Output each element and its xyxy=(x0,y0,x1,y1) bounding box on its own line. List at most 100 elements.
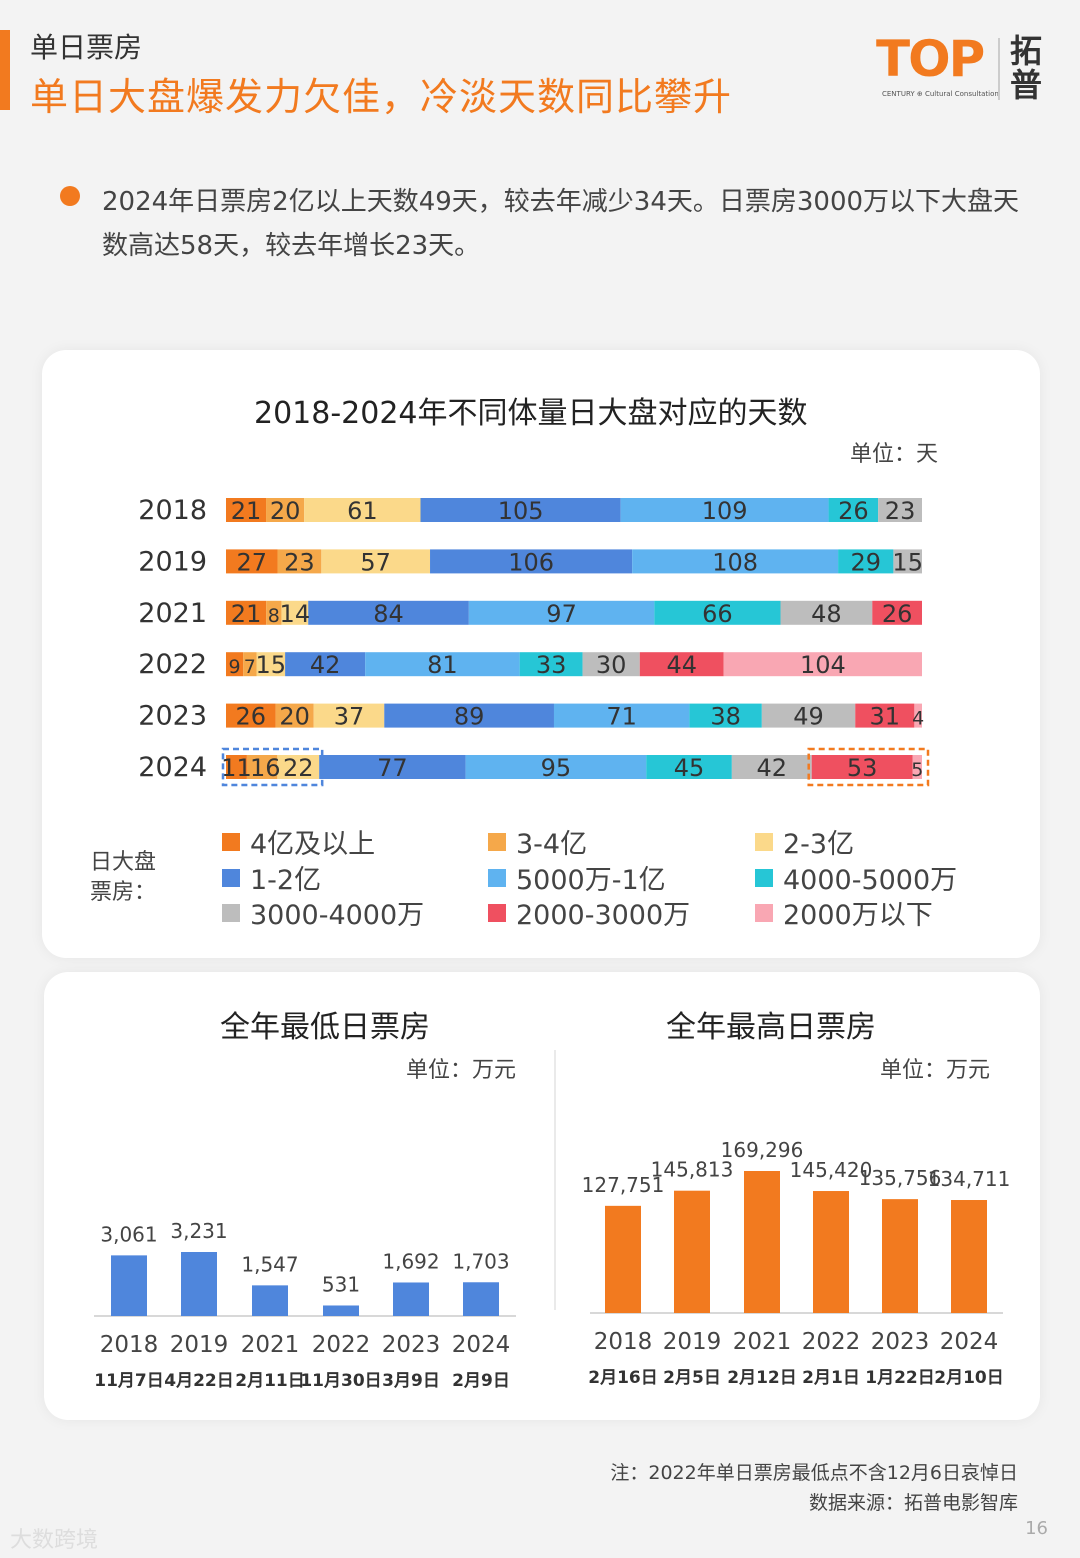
segment-label: 44 xyxy=(666,651,697,679)
legend-swatch xyxy=(222,832,240,851)
date-label: 2月12日 xyxy=(727,1368,797,1388)
segment-label: 20 xyxy=(270,497,301,525)
stack-segment xyxy=(838,549,894,574)
segment-label: 71 xyxy=(606,703,637,731)
legend-item: 5000万-1亿 xyxy=(488,858,666,897)
stack-segment xyxy=(519,652,583,677)
stack-segment xyxy=(780,600,873,625)
stack-segment xyxy=(226,703,276,728)
bar-value-label: 134,711 xyxy=(928,1167,1011,1191)
segment-label: 77 xyxy=(377,754,408,782)
segment-label: 61 xyxy=(347,497,378,525)
segment-label: 105 xyxy=(498,497,544,525)
stack-segment xyxy=(723,652,922,677)
segment-label: 42 xyxy=(756,754,787,782)
bar-value-label: 531 xyxy=(322,1272,360,1296)
legend-label: 1-2亿 xyxy=(250,865,322,896)
segment-label: 26 xyxy=(882,600,913,628)
x-tick-label: 2021 xyxy=(733,1329,792,1355)
stack-segment xyxy=(226,600,267,625)
segment-label: 104 xyxy=(800,651,846,679)
year-label: 2023 xyxy=(138,701,207,732)
date-label: 1月22日 xyxy=(865,1368,935,1388)
x-tick-label: 2022 xyxy=(312,1332,371,1358)
bar xyxy=(674,1190,710,1313)
bar xyxy=(605,1205,641,1313)
legend-item: 4000-5000万 xyxy=(755,858,957,897)
stack-segment xyxy=(365,652,520,677)
legend-swatch xyxy=(755,903,773,922)
date-label: 2月10日 xyxy=(934,1368,1004,1388)
watermark: 大数跨境 xyxy=(10,1528,99,1553)
date-label: 11月30日 xyxy=(300,1371,381,1391)
segment-label: 15 xyxy=(892,548,923,576)
legend-label: 4000-5000万 xyxy=(783,865,958,896)
segment-label: 26 xyxy=(236,703,267,731)
bar-charts-card xyxy=(44,972,1040,1420)
bar-value-label: 127,751 xyxy=(582,1173,665,1197)
segment-label: 33 xyxy=(536,651,567,679)
stack-segment xyxy=(654,600,781,625)
x-tick-label: 2018 xyxy=(100,1332,159,1358)
segment-label: 106 xyxy=(508,548,554,576)
bar xyxy=(252,1285,288,1316)
stack-segment xyxy=(281,600,309,625)
segment-label: 11 xyxy=(221,754,252,782)
stack-segment xyxy=(243,652,257,677)
high-chart-unit: 单位：万元 xyxy=(880,1058,991,1083)
stack-segment xyxy=(304,498,421,522)
legend-item: 2000-3000万 xyxy=(488,893,690,932)
legend-label: 3000-4000万 xyxy=(250,900,425,931)
segment-label: 53 xyxy=(847,754,878,782)
legend-label: 5000万-1亿 xyxy=(516,865,666,896)
page-number: 16 xyxy=(1025,1518,1048,1539)
footnote: 注：2022年单日票房最低点不含12月6日哀悼日 数据来源：拓普电影智库 xyxy=(610,1458,1018,1518)
bar-value-label: 145,813 xyxy=(651,1158,734,1182)
x-tick-label: 2023 xyxy=(382,1332,441,1358)
bar-value-label: 1,547 xyxy=(241,1252,298,1276)
year-label: 2018 xyxy=(138,495,207,526)
legend-item: 3000-4000万 xyxy=(222,893,424,932)
date-label: 11月7日 xyxy=(94,1371,164,1391)
x-tick-label: 2019 xyxy=(663,1329,722,1355)
stack-segment xyxy=(313,703,385,728)
stack-segment xyxy=(761,703,856,728)
legend-item: 2000万以下 xyxy=(755,893,933,932)
low-chart-unit: 单位：万元 xyxy=(406,1058,517,1083)
bar xyxy=(393,1282,429,1316)
stack-segment xyxy=(620,498,829,522)
segment-label: 30 xyxy=(596,651,627,679)
x-tick-label: 2024 xyxy=(452,1332,511,1358)
segment-label: 108 xyxy=(712,548,758,576)
logo-wordmark: TOP xyxy=(876,30,985,88)
footnote-source: 数据来源：拓普电影智库 xyxy=(808,1492,1018,1514)
stack-segment xyxy=(285,652,366,677)
bar-value-label: 145,420 xyxy=(790,1158,873,1182)
segment-label: 4 xyxy=(912,708,924,730)
x-tick-label: 2021 xyxy=(241,1332,300,1358)
stack-segment xyxy=(912,755,922,779)
stack-segment xyxy=(893,549,922,574)
stack-segment xyxy=(256,652,286,677)
segment-label: 49 xyxy=(793,703,824,731)
legend-swatch xyxy=(488,868,506,887)
segment-label: 8 xyxy=(268,605,280,627)
legend-swatch xyxy=(755,832,773,851)
segment-label: 84 xyxy=(373,600,404,628)
stack-segment xyxy=(689,703,762,728)
bar xyxy=(323,1305,359,1316)
date-label: 2月5日 xyxy=(663,1368,721,1388)
legend-swatch xyxy=(755,868,773,887)
bar xyxy=(181,1252,217,1316)
highlight-box-low xyxy=(807,747,930,787)
legend-label: 2000万以下 xyxy=(783,900,933,931)
legend-swatch xyxy=(488,903,506,922)
segment-label: 14 xyxy=(280,600,311,628)
bar xyxy=(882,1199,918,1313)
stack-segment xyxy=(878,498,922,522)
legend-label: 3-4亿 xyxy=(516,829,588,860)
segment-label: 21 xyxy=(231,497,262,525)
segment-label: 23 xyxy=(284,548,315,576)
stack-segment xyxy=(582,652,640,677)
